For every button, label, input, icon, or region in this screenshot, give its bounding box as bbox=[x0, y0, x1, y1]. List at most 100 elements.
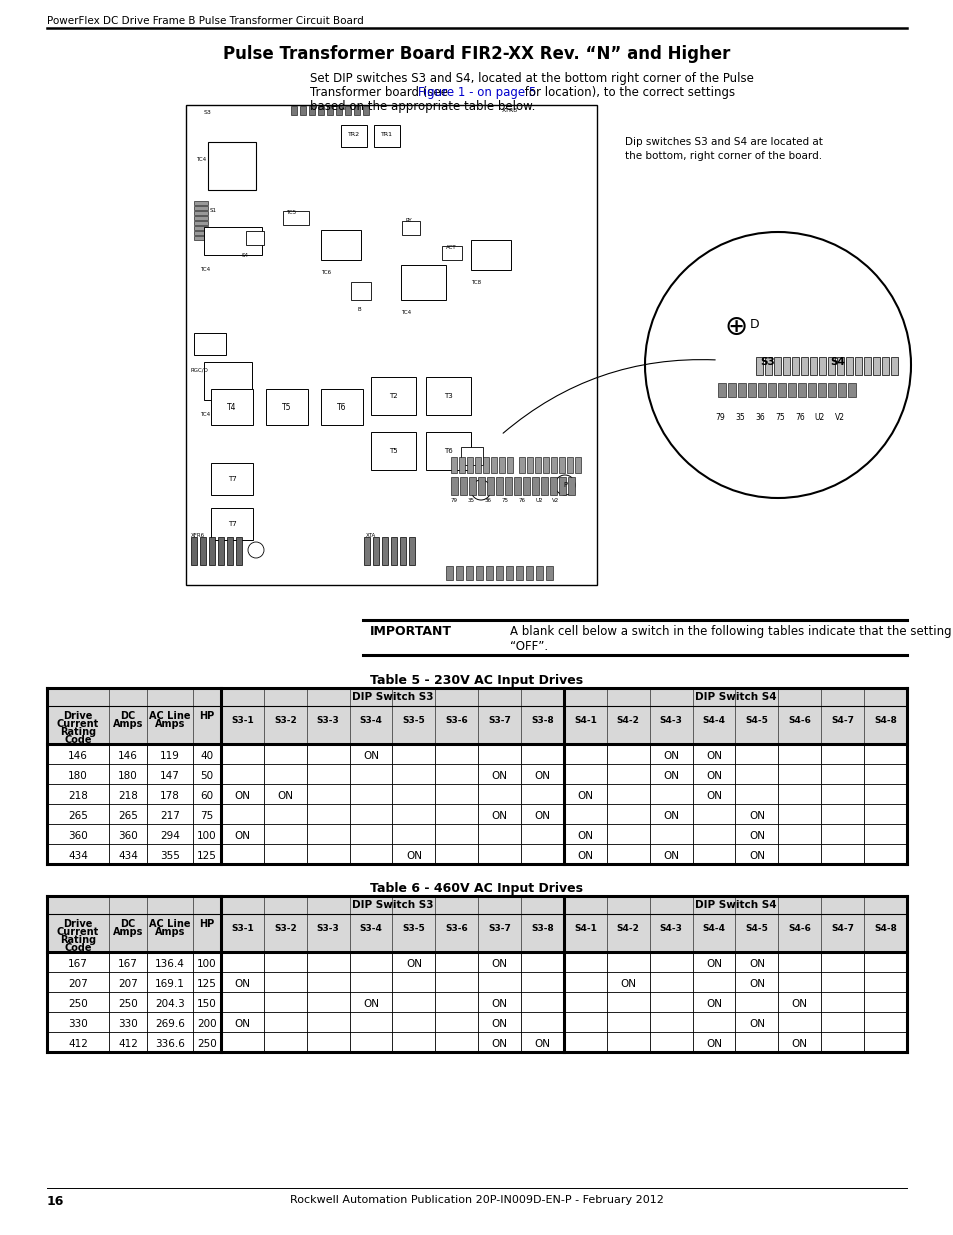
Text: S4-5: S4-5 bbox=[744, 924, 767, 932]
Bar bbox=[109, 784, 147, 804]
Bar bbox=[563, 784, 606, 804]
Text: 355: 355 bbox=[160, 851, 180, 861]
Bar bbox=[193, 844, 221, 864]
Circle shape bbox=[555, 475, 575, 495]
Bar bbox=[475, 457, 480, 473]
Text: S3-6: S3-6 bbox=[445, 924, 468, 932]
Text: Set DIP switches S3 and S4, located at the bottom right corner of the Pulse: Set DIP switches S3 and S4, located at t… bbox=[310, 72, 753, 85]
Bar bbox=[863, 992, 906, 1011]
Text: B: B bbox=[356, 308, 360, 312]
Bar bbox=[477, 992, 520, 1011]
Bar bbox=[193, 1011, 221, 1032]
Text: 434: 434 bbox=[118, 851, 138, 861]
Bar bbox=[291, 106, 296, 115]
Bar bbox=[435, 952, 477, 972]
Text: 250: 250 bbox=[118, 999, 138, 1009]
Bar bbox=[307, 972, 349, 992]
Text: 360: 360 bbox=[118, 831, 138, 841]
Bar bbox=[778, 844, 821, 864]
Bar bbox=[349, 952, 392, 972]
Bar bbox=[211, 389, 253, 425]
Bar bbox=[109, 952, 147, 972]
Text: 40: 40 bbox=[200, 751, 213, 761]
Bar bbox=[435, 784, 477, 804]
Bar bbox=[778, 824, 821, 844]
Bar bbox=[392, 952, 435, 972]
Text: RGC/D: RGC/D bbox=[191, 367, 209, 372]
Bar bbox=[505, 566, 513, 580]
Bar bbox=[563, 992, 606, 1011]
Text: S3-8: S3-8 bbox=[531, 924, 554, 932]
Text: DIP Switch S4: DIP Switch S4 bbox=[694, 692, 776, 701]
Text: DIP Switch S3: DIP Switch S3 bbox=[352, 692, 433, 701]
Bar bbox=[863, 1032, 906, 1052]
Bar bbox=[246, 231, 264, 245]
Bar bbox=[264, 764, 307, 784]
Bar bbox=[451, 477, 457, 495]
Bar bbox=[520, 992, 563, 1011]
Bar bbox=[435, 804, 477, 824]
Text: ON: ON bbox=[363, 999, 378, 1009]
Text: 169.1: 169.1 bbox=[155, 979, 185, 989]
Bar bbox=[520, 844, 563, 864]
Text: 60: 60 bbox=[200, 790, 213, 802]
Bar bbox=[193, 784, 221, 804]
Bar bbox=[349, 992, 392, 1011]
Text: TC8: TC8 bbox=[471, 280, 480, 285]
Text: S4-7: S4-7 bbox=[830, 924, 853, 932]
Bar bbox=[606, 804, 649, 824]
Bar bbox=[520, 824, 563, 844]
Text: TC4: TC4 bbox=[195, 157, 206, 162]
Bar bbox=[735, 972, 778, 992]
Bar bbox=[109, 824, 147, 844]
Text: T7: T7 bbox=[228, 521, 236, 527]
Text: ACT: ACT bbox=[446, 245, 456, 249]
Bar bbox=[147, 764, 193, 784]
Bar bbox=[476, 566, 482, 580]
Text: 35: 35 bbox=[467, 498, 474, 503]
Bar bbox=[460, 447, 482, 466]
Bar bbox=[392, 824, 435, 844]
Text: Figure 1 - on page 5: Figure 1 - on page 5 bbox=[417, 86, 536, 99]
Bar bbox=[498, 457, 504, 473]
Text: RY: RY bbox=[406, 219, 413, 224]
Text: TR1: TR1 bbox=[380, 132, 393, 137]
Bar bbox=[349, 972, 392, 992]
Text: 180: 180 bbox=[68, 771, 88, 781]
Text: ON: ON bbox=[534, 1039, 550, 1049]
Bar bbox=[264, 844, 307, 864]
Text: ON: ON bbox=[791, 999, 807, 1009]
Bar bbox=[471, 240, 511, 270]
Text: T6: T6 bbox=[443, 448, 452, 454]
Bar bbox=[221, 764, 264, 784]
Text: 336.6: 336.6 bbox=[155, 1039, 185, 1049]
Bar bbox=[467, 457, 473, 473]
Bar bbox=[147, 1032, 193, 1052]
Bar bbox=[606, 992, 649, 1011]
Bar bbox=[186, 105, 597, 585]
Bar bbox=[773, 357, 781, 375]
Text: S3-2: S3-2 bbox=[274, 716, 296, 725]
Bar bbox=[735, 992, 778, 1011]
Bar bbox=[872, 357, 879, 375]
Bar bbox=[692, 764, 735, 784]
Bar bbox=[47, 743, 109, 764]
Bar bbox=[456, 566, 462, 580]
Text: S3-1: S3-1 bbox=[231, 924, 253, 932]
Text: S3-7: S3-7 bbox=[488, 716, 511, 725]
Bar bbox=[477, 743, 520, 764]
Bar bbox=[299, 106, 306, 115]
Bar bbox=[47, 1011, 109, 1032]
Text: A blank cell below a switch in the following tables indicate that the setting is: A blank cell below a switch in the follo… bbox=[510, 625, 953, 638]
Bar bbox=[340, 125, 367, 147]
Text: S4-4: S4-4 bbox=[701, 924, 725, 932]
Bar bbox=[801, 357, 807, 375]
Bar bbox=[307, 1032, 349, 1052]
Text: 76: 76 bbox=[518, 498, 525, 503]
Text: ON: ON bbox=[662, 751, 679, 761]
Text: S3-5: S3-5 bbox=[402, 716, 425, 725]
Bar bbox=[47, 992, 109, 1011]
Bar bbox=[351, 282, 371, 300]
Bar bbox=[392, 1011, 435, 1032]
Text: TC5: TC5 bbox=[286, 210, 295, 215]
